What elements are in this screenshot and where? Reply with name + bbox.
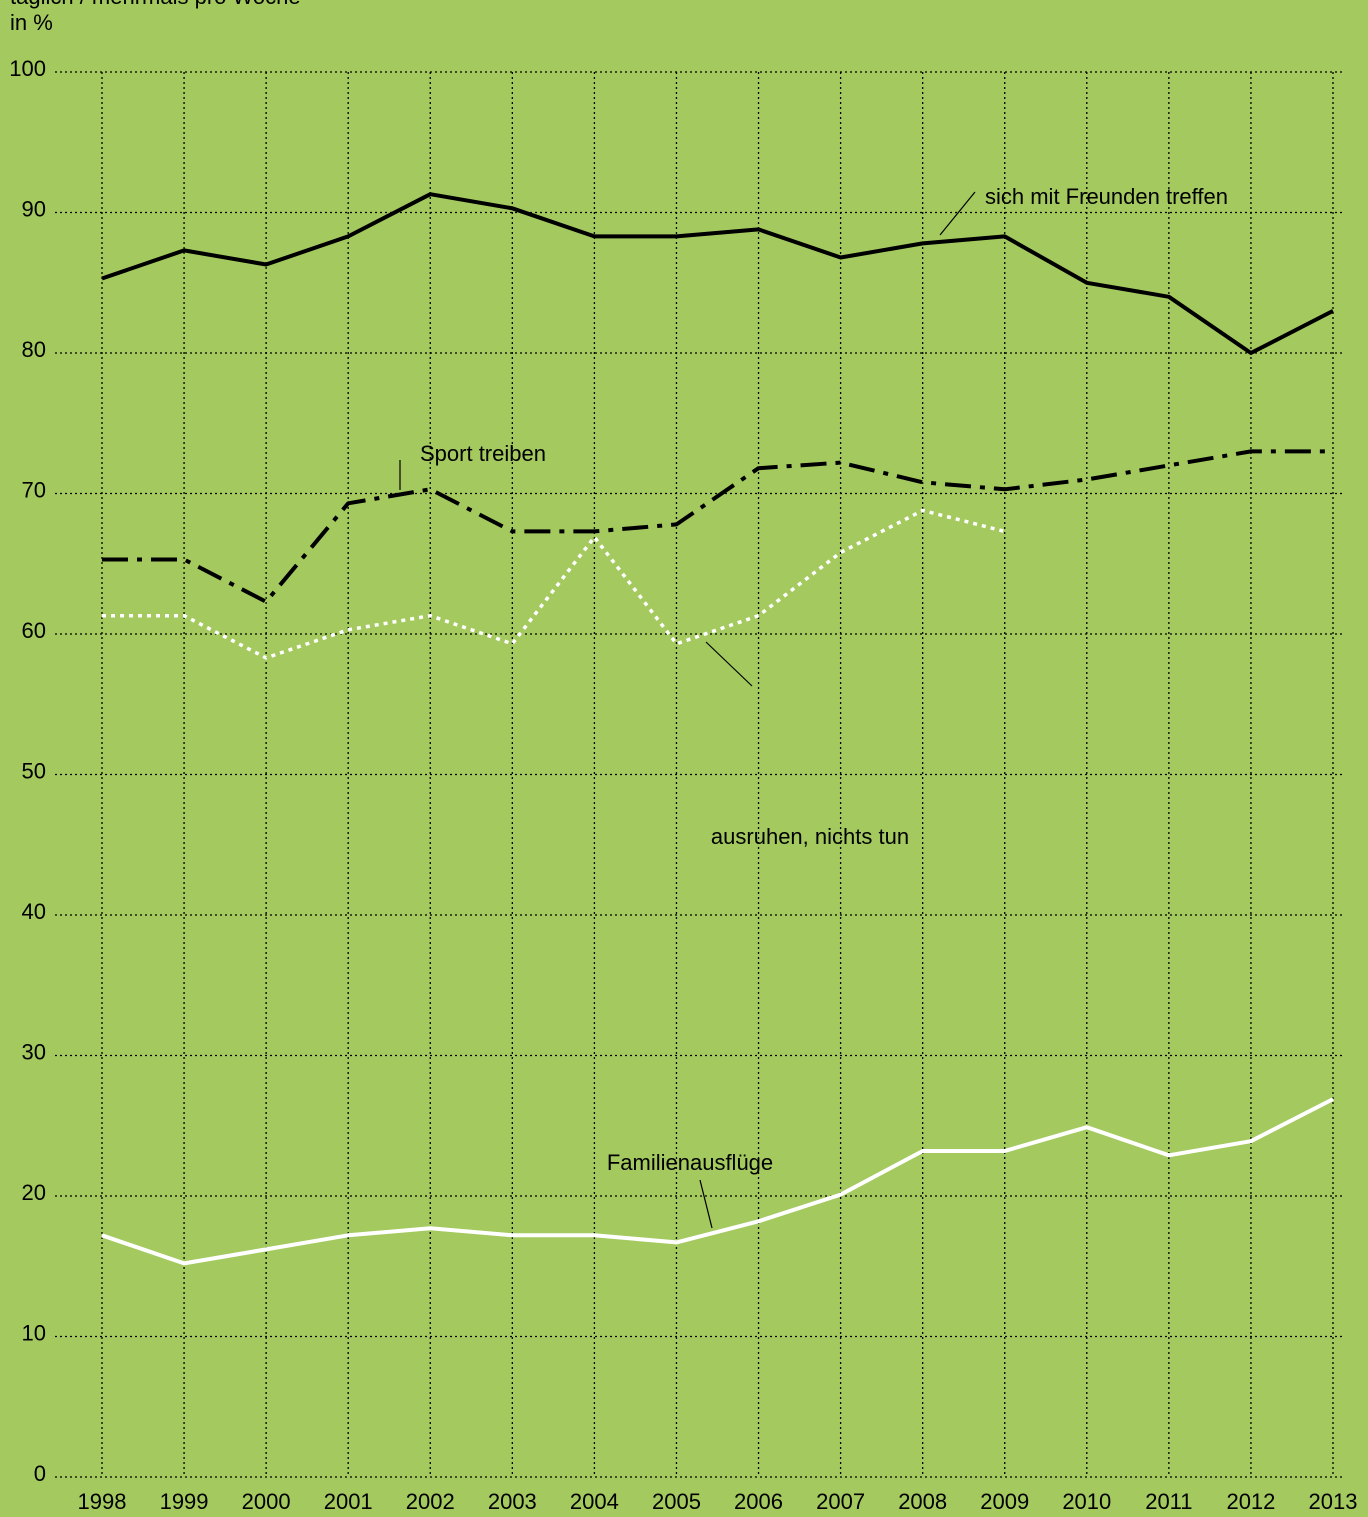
x-tick-label: 2008	[898, 1489, 947, 1514]
line-series	[101, 1097, 1334, 1266]
line-series	[102, 449, 1333, 604]
y-tick-label: 90	[22, 196, 46, 221]
line-series	[102, 508, 1006, 660]
leader-line	[705, 641, 753, 687]
x-tick-label: 2013	[1309, 1489, 1358, 1514]
x-tick-label: 2006	[734, 1489, 783, 1514]
x-tick-label: 2010	[1062, 1489, 1111, 1514]
y-axis-label: in %	[10, 10, 53, 35]
y-tick-label: 70	[22, 477, 46, 502]
x-tick-label: 1998	[78, 1489, 127, 1514]
y-tick-label: 20	[22, 1180, 46, 1205]
series-annotation: Familienausflüge	[607, 1150, 773, 1175]
x-tick-label: 1999	[160, 1489, 209, 1514]
leader-line	[939, 191, 976, 236]
y-tick-label: 80	[22, 337, 46, 362]
y-tick-label: 40	[22, 899, 46, 924]
y-tick-label: 50	[22, 758, 46, 783]
x-tick-label: 2011	[1145, 1489, 1192, 1514]
x-tick-label: 2007	[816, 1489, 865, 1514]
x-tick-label: 2002	[406, 1489, 455, 1514]
y-tick-label: 100	[9, 56, 46, 81]
series-annotation: ausruhen, nichts tun	[711, 824, 909, 849]
x-tick-label: 2012	[1226, 1489, 1275, 1514]
x-tick-label: 2004	[570, 1489, 619, 1514]
leader-line	[699, 1179, 713, 1229]
y-tick-label: 30	[22, 1039, 46, 1064]
x-tick-label: 2009	[980, 1489, 1029, 1514]
series-annotation: Sport treiben	[420, 441, 546, 466]
x-tick-label: 2000	[242, 1489, 291, 1514]
x-tick-label: 2003	[488, 1489, 537, 1514]
y-tick-label: 0	[34, 1461, 46, 1486]
subtitle: täglich / mehrmals pro Woche	[10, 0, 301, 9]
series-annotation: sich mit Freunden treffen	[985, 184, 1228, 209]
x-tick-label: 2005	[652, 1489, 701, 1514]
y-tick-label: 60	[22, 618, 46, 643]
y-tick-label: 10	[22, 1320, 46, 1345]
line-series	[101, 192, 1334, 355]
x-tick-label: 2001	[324, 1489, 373, 1514]
